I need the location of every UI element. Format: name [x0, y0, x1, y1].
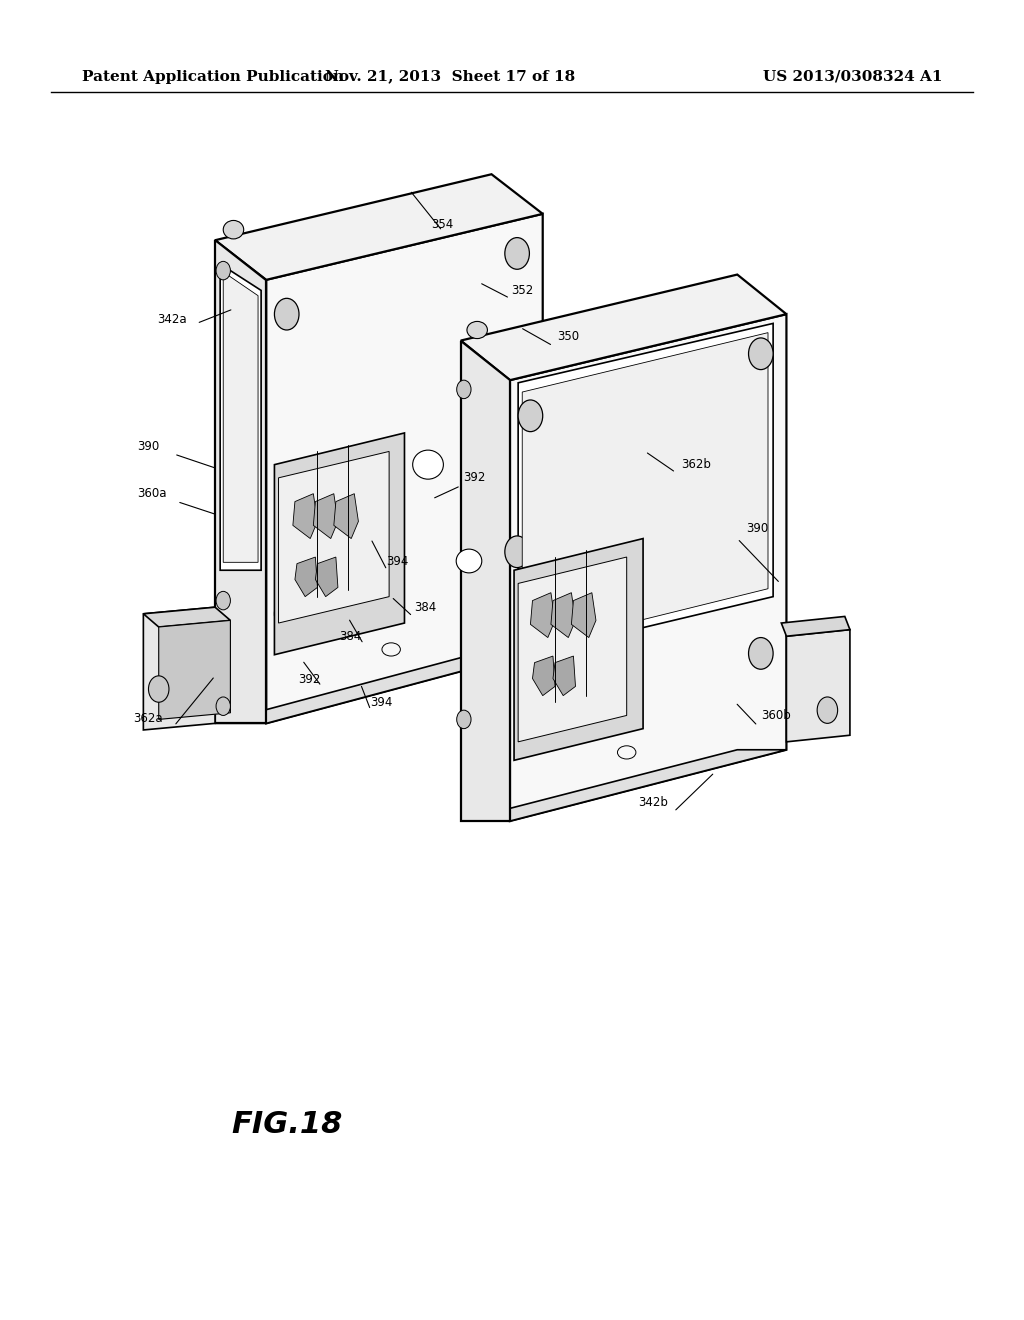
Text: 342a: 342a [158, 313, 186, 326]
Text: 362a: 362a [134, 711, 163, 725]
Polygon shape [461, 750, 786, 821]
Text: US 2013/0308324 A1: US 2013/0308324 A1 [763, 70, 942, 83]
Polygon shape [220, 264, 261, 570]
Text: Nov. 21, 2013  Sheet 17 of 18: Nov. 21, 2013 Sheet 17 of 18 [326, 70, 575, 83]
Circle shape [505, 536, 529, 568]
Circle shape [216, 261, 230, 280]
Polygon shape [551, 593, 575, 638]
Circle shape [749, 638, 773, 669]
Polygon shape [293, 494, 317, 539]
Polygon shape [522, 333, 768, 649]
Text: 350: 350 [557, 330, 580, 343]
Polygon shape [143, 607, 215, 730]
Circle shape [216, 697, 230, 715]
Polygon shape [781, 616, 850, 636]
Polygon shape [159, 620, 230, 719]
Text: 352: 352 [511, 284, 534, 297]
Ellipse shape [413, 450, 443, 479]
Ellipse shape [457, 549, 482, 573]
Text: 342b: 342b [638, 796, 669, 809]
Ellipse shape [223, 220, 244, 239]
Text: 360a: 360a [137, 487, 166, 500]
Text: 384: 384 [339, 630, 361, 643]
Circle shape [457, 710, 471, 729]
Polygon shape [532, 656, 555, 696]
Text: 394: 394 [386, 554, 409, 568]
Text: 392: 392 [463, 471, 485, 484]
Circle shape [518, 700, 543, 731]
Polygon shape [553, 656, 575, 696]
Polygon shape [266, 214, 543, 723]
Polygon shape [279, 451, 389, 623]
Text: 384: 384 [414, 601, 436, 614]
Circle shape [216, 591, 230, 610]
Text: 394: 394 [370, 696, 392, 709]
Circle shape [505, 238, 529, 269]
Circle shape [518, 400, 543, 432]
Polygon shape [315, 557, 338, 597]
Polygon shape [510, 314, 786, 821]
Text: 390: 390 [137, 440, 160, 453]
Text: 392: 392 [298, 673, 321, 686]
Text: 360b: 360b [761, 709, 792, 722]
Circle shape [749, 338, 773, 370]
Text: 390: 390 [746, 521, 769, 535]
Circle shape [274, 598, 299, 630]
Text: 362b: 362b [681, 458, 712, 471]
Polygon shape [461, 341, 510, 821]
Polygon shape [786, 630, 850, 742]
Polygon shape [518, 323, 773, 657]
Polygon shape [461, 275, 786, 380]
Circle shape [817, 697, 838, 723]
Polygon shape [514, 539, 643, 760]
Text: FIG.18: FIG.18 [231, 1110, 342, 1139]
Circle shape [457, 380, 471, 399]
Circle shape [148, 676, 169, 702]
Polygon shape [518, 557, 627, 742]
Polygon shape [215, 240, 266, 723]
Ellipse shape [467, 321, 487, 339]
Text: Patent Application Publication: Patent Application Publication [82, 70, 344, 83]
Polygon shape [334, 494, 358, 539]
Polygon shape [274, 433, 404, 655]
Polygon shape [215, 649, 543, 723]
Polygon shape [143, 607, 230, 627]
Polygon shape [530, 593, 555, 638]
Polygon shape [215, 174, 543, 280]
Circle shape [274, 298, 299, 330]
Polygon shape [571, 593, 596, 638]
Text: 354: 354 [431, 218, 454, 231]
Polygon shape [223, 272, 258, 562]
Polygon shape [313, 494, 338, 539]
Polygon shape [295, 557, 317, 597]
